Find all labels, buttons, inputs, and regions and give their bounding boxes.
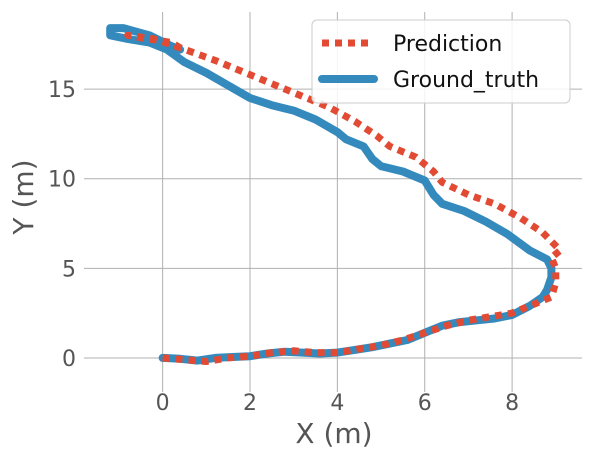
x-tick-label: 6 xyxy=(418,391,432,416)
x-tick-label: 0 xyxy=(156,391,170,416)
y-tick-label: 15 xyxy=(48,78,76,103)
y-axis-label: Y (m) xyxy=(7,159,40,235)
x-tick-label: 8 xyxy=(505,391,519,416)
legend: Prediction Ground_truth xyxy=(311,19,571,104)
x-tick-label: 4 xyxy=(330,391,344,416)
tick-labels: 0 2 4 6 8 0 5 10 15 xyxy=(48,78,519,416)
legend-box xyxy=(311,19,571,104)
y-tick-label: 10 xyxy=(48,168,76,193)
x-tick-label: 2 xyxy=(243,391,257,416)
series-line-prediction xyxy=(124,31,564,365)
y-tick-label: 0 xyxy=(62,347,76,372)
y-tick-label: 5 xyxy=(62,257,76,282)
legend-label-prediction: Prediction xyxy=(393,32,502,57)
x-axis-label: X (m) xyxy=(295,417,372,450)
series-layer xyxy=(106,24,564,365)
legend-label-ground-truth: Ground_truth xyxy=(393,68,539,93)
